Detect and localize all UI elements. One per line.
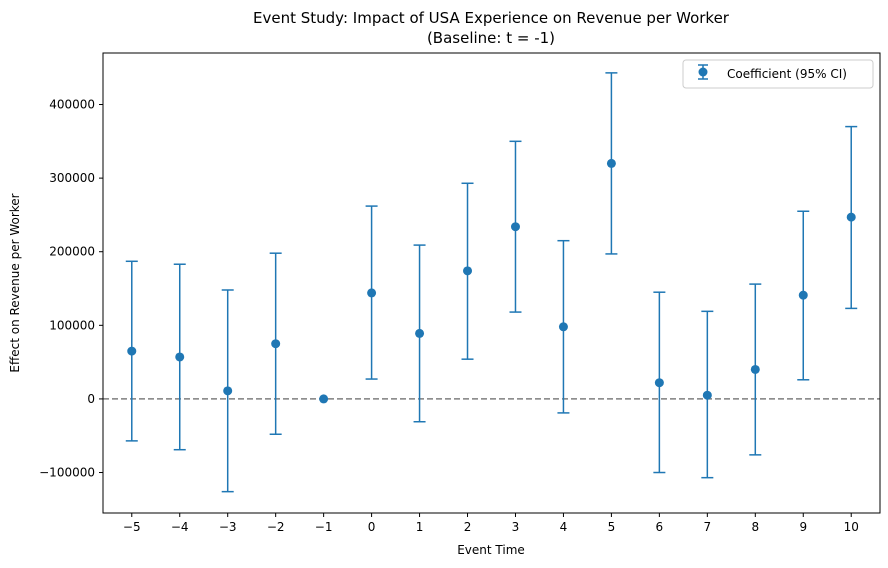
coefficient-point: [127, 346, 137, 356]
x-tick-label: 0: [368, 520, 376, 534]
x-tick-label: −1: [315, 520, 333, 534]
x-tick-label: 8: [751, 520, 759, 534]
coefficient-point: [606, 158, 616, 168]
coefficient-point: [415, 328, 425, 338]
coefficient-point: [367, 288, 377, 298]
x-tick-label: 6: [656, 520, 664, 534]
y-axis-label: Effect on Revenue per Worker: [8, 193, 22, 372]
data-point-group: [557, 239, 570, 414]
x-tick-label: 1: [416, 520, 424, 534]
x-tick-label: −2: [267, 520, 285, 534]
x-tick-label: 3: [512, 520, 520, 534]
x-tick-label: 9: [799, 520, 807, 534]
data-point-group: [125, 260, 138, 442]
coefficient-point: [175, 352, 185, 362]
x-axis-label: Event Time: [457, 543, 525, 557]
axis-layer: −5 −4 −3 −2 −1 0 1 2 3 4 5 6 7 8 9 10 −100000 0 100000 2000…: [39, 98, 859, 534]
coefficient-point: [750, 364, 760, 374]
data-point-group: [749, 283, 762, 456]
data-layer: [125, 72, 858, 493]
coefficient-point: [702, 390, 712, 400]
legend-box: [682, 59, 874, 89]
y-tick-label: 100000: [49, 318, 95, 332]
data-point-group: [365, 205, 378, 380]
coefficient-point: [558, 322, 568, 332]
legend-label: Coefficient (95% CI): [727, 67, 847, 81]
coefficient-point: [510, 222, 520, 232]
x-tick-label: 4: [560, 520, 568, 534]
legend-marker: [698, 64, 708, 80]
data-point-group: [221, 289, 234, 493]
y-tick-label: 400000: [49, 98, 95, 112]
data-point-group: [461, 182, 474, 360]
x-tick-label: −3: [219, 520, 237, 534]
coefficient-point: [654, 378, 664, 388]
coefficient-point: [463, 266, 473, 276]
data-point-group: [797, 210, 810, 381]
data-point-group: [413, 244, 426, 423]
x-tick-label: 2: [464, 520, 472, 534]
data-point-group: [653, 291, 666, 474]
data-point-group: [701, 310, 714, 479]
coefficient-point: [271, 339, 281, 349]
coefficient-point: [319, 394, 329, 404]
x-tick-label: −5: [123, 520, 141, 534]
coefficient-point: [798, 290, 808, 300]
y-tick-label: −100000: [39, 466, 95, 480]
y-tick-label: 0: [87, 392, 95, 406]
x-tick-label: −4: [171, 520, 189, 534]
chart-title: Event Study: Impact of USA Experience on…: [253, 9, 730, 27]
x-tick-label: 5: [608, 520, 616, 534]
legend: Coefficient (95% CI): [682, 59, 874, 89]
plot-frame: [102, 52, 881, 514]
x-tick-label: 10: [844, 520, 859, 534]
y-tick-label: 200000: [49, 245, 95, 259]
data-point-group: [319, 394, 329, 404]
data-point-group: [845, 125, 858, 310]
x-tick-label: 7: [704, 520, 712, 534]
chart-subtitle: (Baseline: t = -1): [427, 29, 555, 47]
coefficient-point: [223, 386, 233, 396]
coefficient-point: [846, 212, 856, 222]
y-tick-label: 300000: [49, 171, 95, 185]
legend-point: [698, 67, 708, 77]
data-point-group: [509, 140, 522, 313]
data-point-group: [173, 263, 186, 451]
data-point-group: [605, 72, 618, 255]
data-point-group: [269, 252, 282, 435]
